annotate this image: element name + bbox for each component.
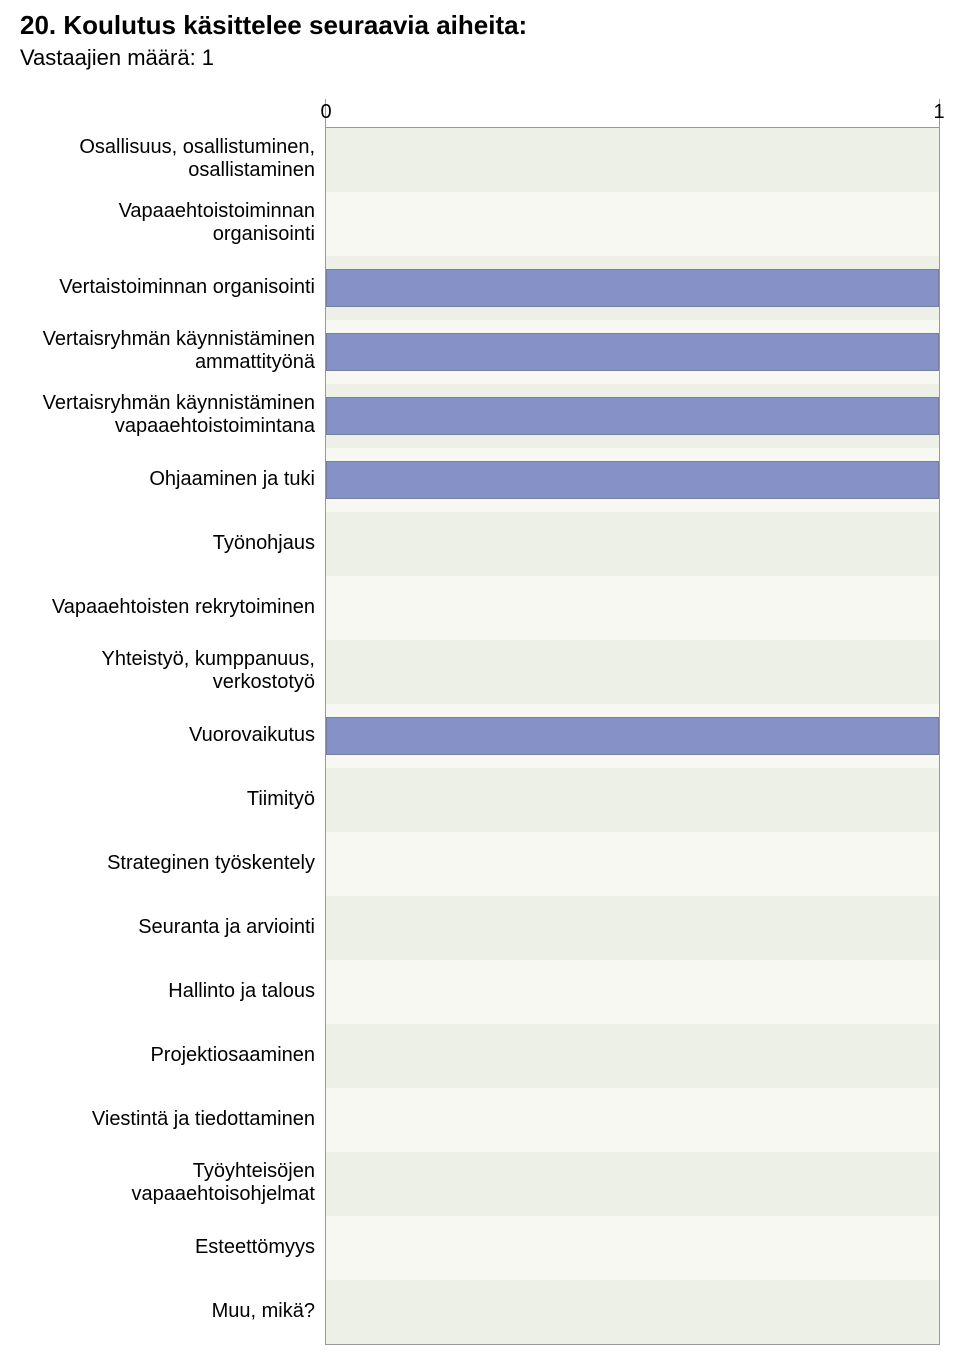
category-label: Viestintä ja tiedottaminen	[20, 1087, 325, 1151]
bar-chart: Osallisuus, osallistuminen, osallistamin…	[20, 99, 940, 1345]
category-label-text: Vapaaehtoistoiminnan organisointi	[20, 200, 315, 246]
question-title: 20. Koulutus käsittelee seuraavia aiheit…	[20, 10, 940, 41]
plot-row	[326, 832, 939, 896]
category-label-text: Työyhteisöjen vapaaehtoisohjelmat	[20, 1160, 315, 1206]
category-label: Vapaaehtoisten rekrytoiminen	[20, 575, 325, 639]
category-label-text: Viestintä ja tiedottaminen	[92, 1108, 315, 1131]
plot-row	[326, 1216, 939, 1280]
plot-row	[326, 448, 939, 512]
plot-row	[326, 960, 939, 1024]
category-label-text: Vertaisryhmän käynnistäminen vapaaehtois…	[20, 392, 315, 438]
category-label-text: Osallisuus, osallistuminen, osallistamin…	[20, 136, 315, 182]
plot-row	[326, 320, 939, 384]
plot-row	[326, 384, 939, 448]
bar	[326, 461, 939, 499]
x-axis: 0 1	[325, 99, 940, 127]
plot-row	[326, 192, 939, 256]
category-label-text: Tiimityö	[247, 788, 315, 811]
category-label: Työnohjaus	[20, 511, 325, 575]
category-label-text: Yhteistyö, kumppanuus, verkostotyö	[20, 648, 315, 694]
category-label-text: Projektiosaaminen	[150, 1044, 315, 1067]
category-label-text: Vapaaehtoisten rekrytoiminen	[52, 596, 315, 619]
category-label: Yhteistyö, kumppanuus, verkostotyö	[20, 639, 325, 703]
category-label: Esteettömyys	[20, 1215, 325, 1279]
x-tick-min: 0	[320, 101, 331, 124]
bar	[326, 717, 939, 755]
category-label: Projektiosaaminen	[20, 1023, 325, 1087]
category-label: Hallinto ja talous	[20, 959, 325, 1023]
category-label: Osallisuus, osallistuminen, osallistamin…	[20, 127, 325, 191]
category-label: Työyhteisöjen vapaaehtoisohjelmat	[20, 1151, 325, 1215]
category-label: Vertaisryhmän käynnistäminen vapaaehtois…	[20, 383, 325, 447]
plot-row	[326, 128, 939, 192]
plot-row	[326, 1024, 939, 1088]
x-tick-max: 1	[933, 101, 944, 124]
category-label: Ohjaaminen ja tuki	[20, 447, 325, 511]
plot-row	[326, 768, 939, 832]
plot-area	[325, 127, 940, 1345]
plot-row	[326, 1088, 939, 1152]
category-label: Seuranta ja arviointi	[20, 895, 325, 959]
category-label: Strateginen työskentely	[20, 831, 325, 895]
plot-row	[326, 512, 939, 576]
category-label-text: Vertaisryhmän käynnistäminen ammattityön…	[20, 328, 315, 374]
plot-row	[326, 576, 939, 640]
category-label: Vuorovaikutus	[20, 703, 325, 767]
axis-spacer	[20, 99, 325, 127]
category-labels-column: Osallisuus, osallistuminen, osallistamin…	[20, 99, 325, 1345]
plot-row	[326, 1280, 939, 1344]
plot-column: 0 1	[325, 99, 940, 1345]
category-label: Vertaisryhmän käynnistäminen ammattityön…	[20, 319, 325, 383]
category-label-text: Esteettömyys	[195, 1236, 315, 1259]
respondent-count: Vastaajien määrä: 1	[20, 45, 940, 71]
bar	[326, 269, 939, 307]
category-label-text: Muu, mikä?	[212, 1300, 315, 1323]
category-label-text: Hallinto ja talous	[168, 980, 315, 1003]
category-label: Vapaaehtoistoiminnan organisointi	[20, 191, 325, 255]
plot-row	[326, 896, 939, 960]
category-label-text: Strateginen työskentely	[107, 852, 315, 875]
bar	[326, 397, 939, 435]
plot-row	[326, 256, 939, 320]
category-label: Vertaistoiminnan organisointi	[20, 255, 325, 319]
category-label-text: Vuorovaikutus	[189, 724, 315, 747]
category-label-text: Työnohjaus	[213, 532, 315, 555]
category-label-text: Vertaistoiminnan organisointi	[59, 276, 315, 299]
category-label: Tiimityö	[20, 767, 325, 831]
plot-row	[326, 704, 939, 768]
plot-row	[326, 1152, 939, 1216]
category-label-text: Ohjaaminen ja tuki	[149, 468, 315, 491]
survey-question-chart: 20. Koulutus käsittelee seuraavia aiheit…	[0, 0, 960, 1365]
category-label: Muu, mikä?	[20, 1279, 325, 1343]
bar	[326, 333, 939, 371]
category-label-text: Seuranta ja arviointi	[138, 916, 315, 939]
plot-row	[326, 640, 939, 704]
